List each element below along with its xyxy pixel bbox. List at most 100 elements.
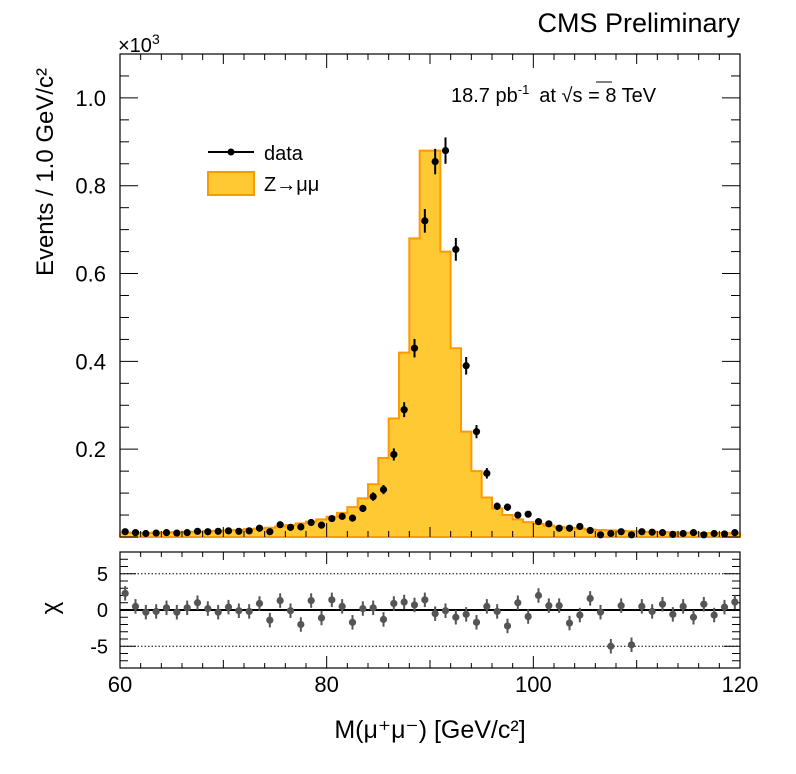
legend: data Z→μμ xyxy=(207,143,319,196)
data-point xyxy=(576,522,584,531)
pull-y-tick-label: -5 xyxy=(90,636,108,658)
pull-point xyxy=(493,607,501,616)
main-plot-ticks xyxy=(119,53,741,538)
lumi-annotation: 18.7 pb-1 at √s = 8 TeV xyxy=(451,82,657,107)
pull-point xyxy=(204,604,212,613)
pull-point xyxy=(431,610,439,618)
pull-point xyxy=(317,614,326,622)
data-point xyxy=(472,428,481,436)
pull-point xyxy=(193,599,202,607)
data-point xyxy=(214,527,222,535)
pull-point xyxy=(596,608,605,616)
pull-point xyxy=(245,607,253,616)
pull-point xyxy=(369,604,377,612)
pull-point xyxy=(266,616,274,624)
pull-point xyxy=(483,602,491,610)
pull-point xyxy=(731,598,739,606)
data-point xyxy=(173,529,181,537)
y-tick-label: 0.4 xyxy=(75,349,106,374)
data-point xyxy=(689,529,698,537)
pull-point xyxy=(565,619,574,627)
data-point xyxy=(235,527,243,535)
y-axis-label: Events / 1.0 GeV/c² xyxy=(32,68,59,276)
pull-y-axis-label: χ xyxy=(37,601,64,614)
data-point xyxy=(121,528,129,536)
x-tick-label: 80 xyxy=(314,672,338,697)
pull-point xyxy=(421,596,429,604)
pull-point xyxy=(503,622,512,630)
data-point xyxy=(421,217,429,225)
data-point xyxy=(627,531,636,539)
pull-plot: -5 0 5 χ xyxy=(37,551,741,669)
data-point xyxy=(266,528,274,536)
pull-point xyxy=(235,607,243,615)
main-plot: 0.2 0.4 0.6 0.8 1.0 ×103 Events / 1.0 GeV/c²… xyxy=(32,31,741,539)
pull-point xyxy=(627,641,636,649)
pull-point xyxy=(162,604,171,612)
data-point xyxy=(183,529,191,537)
data-point xyxy=(565,524,574,532)
data-point xyxy=(245,527,253,535)
data-point xyxy=(648,528,656,536)
data-point xyxy=(224,527,233,535)
data-point xyxy=(483,469,491,477)
pull-point xyxy=(328,596,336,604)
data-point xyxy=(379,485,388,494)
x-tick-label: 120 xyxy=(722,672,759,697)
data-point xyxy=(131,529,140,537)
z-mumu-histogram xyxy=(119,149,741,538)
data-point xyxy=(307,518,315,527)
pull-point xyxy=(410,601,419,609)
pull-point xyxy=(183,604,191,612)
data-point xyxy=(555,524,563,532)
data-point xyxy=(286,523,295,531)
data-point xyxy=(658,529,667,537)
data-points-group xyxy=(121,137,739,539)
pull-point xyxy=(276,596,284,605)
pull-point xyxy=(142,608,150,616)
pull-point xyxy=(679,602,687,610)
pull-y-tick-labels: -5 0 5 xyxy=(90,564,108,659)
data-point xyxy=(493,502,501,510)
pull-point xyxy=(586,594,594,603)
pull-point xyxy=(338,602,346,610)
data-point xyxy=(462,362,470,370)
pull-point xyxy=(297,620,305,629)
pull-point xyxy=(576,611,584,619)
data-point xyxy=(524,510,532,518)
data-point xyxy=(596,531,605,539)
pull-point xyxy=(348,618,357,626)
pull-point xyxy=(607,642,615,650)
y-tick-label: 1.0 xyxy=(75,86,106,111)
legend-mc-swatch xyxy=(207,171,255,196)
pull-point xyxy=(534,591,543,600)
pull-point xyxy=(359,604,367,613)
x-tick-label: 100 xyxy=(515,672,552,697)
data-point xyxy=(720,530,729,538)
data-point xyxy=(142,529,150,538)
pull-point xyxy=(472,618,481,626)
pull-point xyxy=(121,589,129,597)
pull-point xyxy=(648,607,656,616)
pull-reference-lines xyxy=(120,573,740,647)
legend-data-label: data xyxy=(264,143,304,165)
pull-point xyxy=(710,611,718,619)
pull-point xyxy=(390,599,398,608)
pull-point xyxy=(379,615,388,624)
pull-point xyxy=(700,600,708,608)
z-mumu-histogram-group xyxy=(119,149,741,538)
data-point xyxy=(710,529,718,538)
data-point xyxy=(514,511,522,519)
data-point xyxy=(317,521,326,529)
experiment-label: CMS Preliminary xyxy=(537,8,740,38)
data-point xyxy=(452,245,460,253)
y-tick-labels: 0.2 0.4 0.6 0.8 1.0 xyxy=(75,86,106,462)
data-point xyxy=(328,514,336,523)
data-point xyxy=(731,529,739,537)
pull-point xyxy=(555,602,563,610)
pull-point xyxy=(286,607,295,615)
y-tick-label: 0.2 xyxy=(75,437,106,462)
pull-point xyxy=(307,596,315,605)
data-point xyxy=(669,530,677,538)
